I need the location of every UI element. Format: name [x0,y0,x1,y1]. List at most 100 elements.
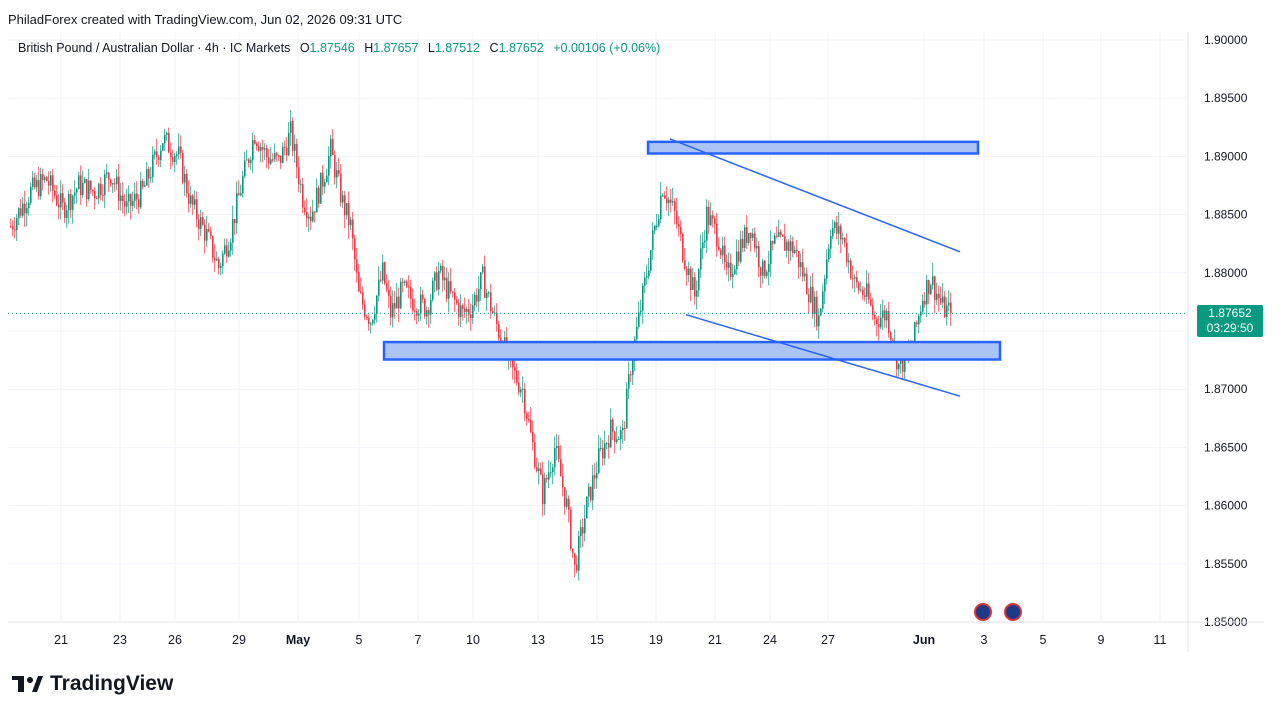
open-value: 1.87546 [309,41,355,55]
candle-body [772,240,774,244]
candle-body [194,199,196,205]
candle-body [628,374,630,389]
candle-body [474,294,476,306]
candle-body [366,316,368,319]
candle-body [650,249,652,271]
candle-body [230,242,232,251]
candle-body [378,279,380,296]
candle-body [404,281,406,283]
candle-body [722,245,724,256]
candle-body [100,183,102,195]
candle-body [304,207,306,212]
candle-body [746,227,748,243]
candle-body [602,447,604,459]
x-tick-label: 13 [531,633,545,647]
candle-body [330,139,332,157]
australia-flag-icon[interactable] [974,603,992,621]
candle-body [242,176,244,194]
candle-body [200,217,202,229]
candle-body [356,259,358,273]
candle-body [702,242,704,249]
candle-body [204,224,206,241]
candle-body [716,223,718,247]
candle-body [134,193,136,201]
candle-body [342,195,344,203]
candle-body [236,193,238,224]
candlestick-chart[interactable]: 1.90000 1.89500 1.89000 1.88500 1.88000 1.875… [8,32,1264,652]
candle-body [110,179,112,185]
candle-body [348,203,350,226]
candle-body [820,308,822,316]
candle-body [940,298,942,303]
candle-body [468,308,470,315]
tradingview-logo[interactable]: TradingView [12,672,173,696]
candle-body [752,233,754,239]
candle-body [566,498,568,507]
candle-body [736,251,738,270]
candle-body [788,241,790,252]
candle-body [798,251,800,268]
candle-body [776,235,778,237]
candle-body [428,310,430,315]
candle-body [250,159,252,163]
candle-body [632,360,634,376]
candle-body [458,303,460,317]
candle-body [264,148,266,150]
candle-body [278,155,280,157]
candle-body [400,281,402,309]
candle-body [418,313,420,316]
candle-body [764,260,766,277]
candle-body [22,203,24,216]
candle-body [550,472,552,474]
candle-body [94,190,96,199]
candle-body [832,228,834,237]
candle-body [438,270,440,290]
candle-body [180,146,182,153]
candle-body [670,199,672,203]
change-value: +0.00106 (+0.06%) [553,41,661,55]
x-tick-label: 5 [356,633,363,647]
candle-body [186,173,188,194]
candle-body [160,150,162,161]
chart-frame[interactable]: 1.90000 1.89500 1.89000 1.88500 1.88000 1.875… [8,32,1264,652]
candle-body [638,312,640,327]
candle-body [614,431,616,442]
candle-body [700,248,702,270]
candle-body [444,277,446,281]
candle-body [232,218,234,243]
candle-body [146,169,148,186]
x-tick-label: 26 [168,633,182,647]
candle-body [640,310,642,313]
candle-body [12,226,14,230]
candle-body [618,439,620,441]
candle-body [154,151,156,155]
candle-body [714,218,716,224]
candle-body [660,195,662,220]
candle-body [382,262,384,281]
candle-body [814,296,816,315]
candle-body [120,195,122,202]
candle-body [748,232,750,243]
candle-body [252,140,254,160]
candle-body [190,195,192,204]
candle-body [570,509,572,549]
candle-body [840,225,842,240]
candle-body [448,281,450,299]
candle-body [88,180,90,200]
candle-body [790,241,792,252]
candle-body [78,175,80,190]
candle-body [370,323,372,325]
candle-body [706,206,708,241]
candle-body [576,564,578,571]
candle-body [916,322,918,325]
candle-body [308,216,310,219]
candle-body [126,201,128,207]
candle-body [762,260,764,276]
candle-body [44,177,46,180]
candle-body [846,242,848,263]
candle-body [648,270,650,277]
australia-flag-icon[interactable] [1004,603,1022,621]
candle-body [850,260,852,279]
y-tick-label: 1.90000 [1204,33,1248,47]
x-tick-label: 5 [1040,633,1047,647]
